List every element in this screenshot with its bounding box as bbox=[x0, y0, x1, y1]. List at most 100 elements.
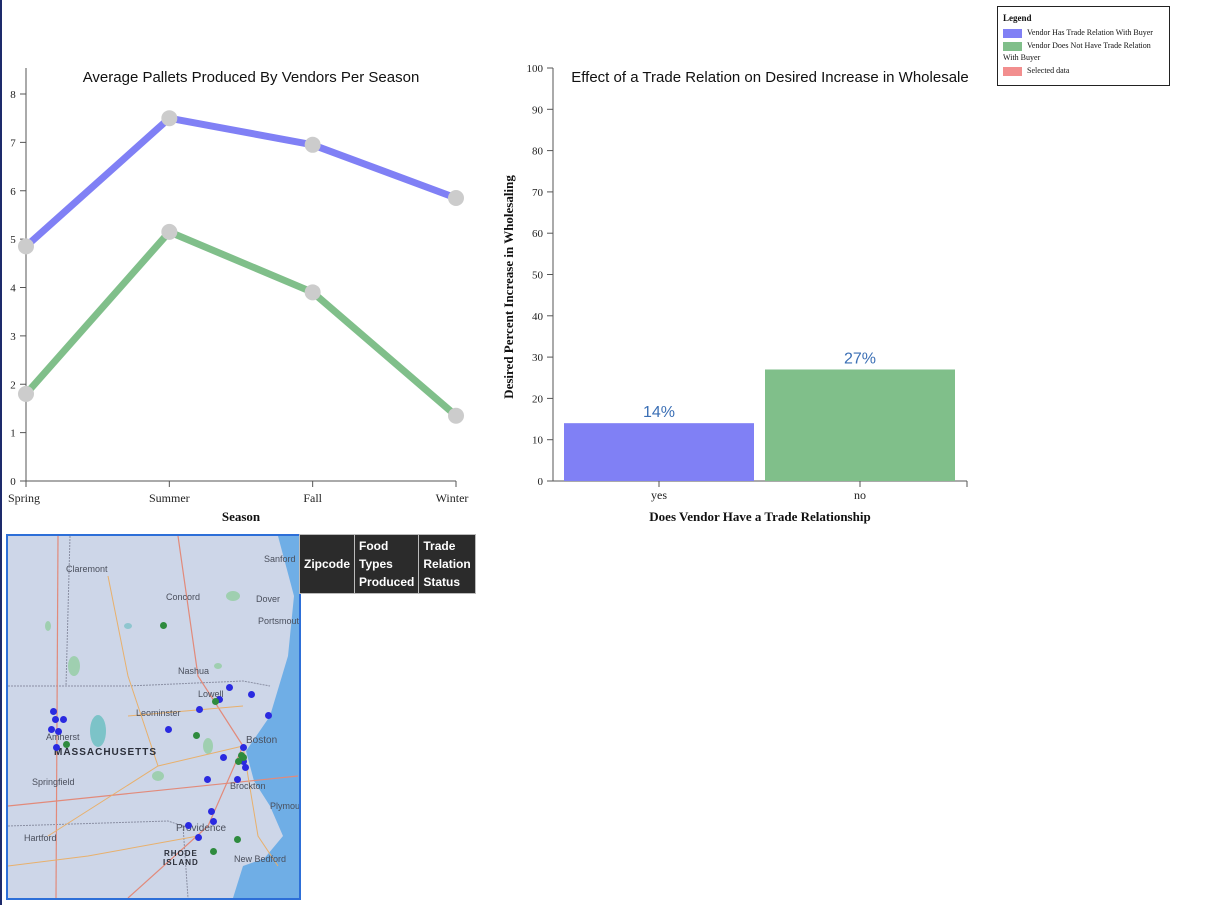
line-y-tick-label: 7 bbox=[10, 137, 16, 149]
line-chart-x-label: Season bbox=[222, 509, 261, 524]
map-label-plymouth: Plymouth bbox=[270, 801, 301, 811]
map-vendor-marker-trade[interactable] bbox=[220, 754, 227, 761]
line-y-tick-label: 5 bbox=[10, 234, 16, 246]
bar-yes[interactable] bbox=[564, 423, 754, 481]
map-vendor-marker-trade[interactable] bbox=[226, 684, 233, 691]
map-label-springfield: Springfield bbox=[32, 777, 75, 787]
bar-y-tick-label: 40 bbox=[532, 311, 544, 323]
bar-x-tick-label: no bbox=[854, 488, 866, 502]
map-vendor-marker-trade[interactable] bbox=[265, 712, 272, 719]
map-vendor-marker-trade[interactable] bbox=[185, 822, 192, 829]
vendor-table: Zipcode Food Types Produced Trade Relation S… bbox=[298, 534, 476, 594]
map-vendor-marker-trade[interactable] bbox=[204, 776, 211, 783]
map-vendor-marker-trade[interactable] bbox=[248, 691, 255, 698]
map-vendor-marker-trade[interactable] bbox=[48, 726, 55, 733]
col-header-food-types[interactable]: Food Types Produced bbox=[354, 534, 420, 594]
bar-y-tick-label: 10 bbox=[532, 435, 544, 447]
col-header-zipcode[interactable]: Zipcode bbox=[298, 534, 356, 594]
line-series-0 bbox=[23, 114, 458, 249]
line-point[interactable] bbox=[448, 190, 464, 207]
bar-y-tick-label: 90 bbox=[532, 104, 544, 116]
line-point[interactable] bbox=[304, 284, 321, 301]
line-x-tick-label: Spring bbox=[8, 491, 40, 505]
map-vendor-marker-trade[interactable] bbox=[53, 744, 60, 751]
map-label-new-bedford: New Bedford bbox=[234, 854, 287, 864]
bar-data-label: 27% bbox=[844, 350, 876, 367]
bar-y-tick-label: 100 bbox=[527, 63, 544, 75]
map-label-portsmouth: Portsmouth bbox=[258, 616, 301, 626]
legend-label-trade: Vendor Has Trade Relation With Buyer bbox=[1027, 28, 1153, 37]
vendor-map[interactable]: Claremont Sanford Concord Dover Portsmou… bbox=[6, 534, 301, 900]
legend: Legend Vendor Has Trade Relation With Bu… bbox=[997, 6, 1170, 86]
map-vendor-marker-trade[interactable] bbox=[242, 764, 249, 771]
map-vendor-marker-trade[interactable] bbox=[210, 818, 217, 825]
map-label-island: ISLAND bbox=[163, 858, 199, 867]
map-vendor-marker-trade[interactable] bbox=[55, 728, 62, 735]
map-vendor-marker-no-trade[interactable] bbox=[240, 754, 247, 761]
line-y-tick-label: 2 bbox=[10, 379, 16, 391]
map-vendor-marker-no-trade[interactable] bbox=[212, 698, 219, 705]
line-y-tick-label: 0 bbox=[10, 476, 16, 488]
map-label-lowell: Lowell bbox=[198, 689, 224, 699]
bar-chart-y-label: Desired Percent Increase in Wholesaling bbox=[501, 175, 516, 399]
map-vendor-marker-trade[interactable] bbox=[216, 696, 223, 703]
line-y-tick-label: 4 bbox=[10, 283, 16, 295]
map-label-leominster: Leominster bbox=[136, 708, 181, 718]
table-header-row: Zipcode Food Types Produced Trade Relation S… bbox=[298, 534, 476, 594]
map-vendor-marker-no-trade[interactable] bbox=[234, 836, 241, 843]
bar-no[interactable] bbox=[765, 369, 955, 481]
bar-y-tick-label: 80 bbox=[532, 146, 544, 158]
bar-x-tick-label: yes bbox=[651, 488, 667, 502]
map-vendor-marker-trade[interactable] bbox=[52, 716, 59, 723]
map-label-providence: Providence bbox=[176, 823, 227, 834]
map-vendor-marker-no-trade[interactable] bbox=[235, 758, 242, 765]
bar-y-tick-label: 70 bbox=[532, 187, 544, 199]
bar-y-tick-label: 20 bbox=[532, 393, 544, 405]
line-point[interactable] bbox=[161, 223, 178, 240]
map-vendor-marker-trade[interactable] bbox=[50, 708, 57, 715]
bar-chart-title: Effect of a Trade Relation on Desired In… bbox=[571, 69, 968, 86]
map-vendor-marker-trade[interactable] bbox=[165, 726, 172, 733]
map-label-boston: Boston bbox=[246, 735, 278, 746]
legend-swatch-no-trade bbox=[1003, 42, 1022, 51]
line-y-tick-label: 3 bbox=[10, 331, 16, 343]
window-edge bbox=[0, 0, 2, 905]
map-label-dover: Dover bbox=[256, 594, 281, 604]
line-series-1 bbox=[23, 228, 459, 419]
line-point[interactable] bbox=[161, 110, 178, 127]
map-vendor-marker-no-trade[interactable] bbox=[193, 732, 200, 739]
map-vendor-marker-trade[interactable] bbox=[195, 834, 202, 841]
map-vendor-marker-trade[interactable] bbox=[240, 744, 247, 751]
line-chart: Average Pallets Produced By Vendors Per … bbox=[8, 68, 469, 524]
map-vendor-marker-trade[interactable] bbox=[240, 758, 247, 765]
line-y-tick-label: 8 bbox=[10, 89, 16, 101]
map-label-amherst: Amherst bbox=[46, 732, 80, 742]
map-vendor-marker-trade[interactable] bbox=[60, 716, 67, 723]
map-vendor-marker-no-trade[interactable] bbox=[63, 741, 70, 748]
map-label-hartford: Hartford bbox=[24, 833, 57, 843]
map-vendor-marker-no-trade[interactable] bbox=[160, 622, 167, 629]
bar-data-label: 14% bbox=[643, 404, 675, 421]
line-point[interactable] bbox=[304, 136, 321, 153]
line-x-tick-label: Fall bbox=[303, 491, 322, 505]
line-point[interactable] bbox=[18, 385, 34, 402]
map-label-claremont: Claremont bbox=[66, 564, 108, 574]
line-point[interactable] bbox=[18, 238, 34, 255]
col-header-trade-status[interactable]: Trade Relation Status bbox=[418, 534, 476, 594]
legend-label-no-trade-cont: With Buyer bbox=[1003, 53, 1041, 62]
map-label-massachusetts: MASSACHUSETTS bbox=[54, 747, 158, 758]
map-label-nashua: Nashua bbox=[178, 666, 210, 676]
line-point[interactable] bbox=[448, 407, 464, 424]
map-vendor-marker-trade[interactable] bbox=[208, 808, 215, 815]
map-vendor-marker-trade[interactable] bbox=[234, 776, 241, 783]
map-background bbox=[8, 536, 299, 898]
legend-title: Legend bbox=[1003, 13, 1032, 23]
bar-y-tick-label: 30 bbox=[532, 352, 544, 364]
map-vendor-marker-no-trade[interactable] bbox=[210, 848, 217, 855]
legend-label-no-trade: Vendor Does Not Have Trade Relation bbox=[1027, 41, 1151, 50]
line-x-tick-label: Summer bbox=[149, 491, 190, 505]
map-vendor-marker-trade[interactable] bbox=[196, 706, 203, 713]
line-chart-title: Average Pallets Produced By Vendors Per … bbox=[83, 69, 420, 86]
line-x-tick-label: Winter bbox=[436, 491, 469, 505]
map-label-sanford: Sanford bbox=[264, 554, 296, 564]
